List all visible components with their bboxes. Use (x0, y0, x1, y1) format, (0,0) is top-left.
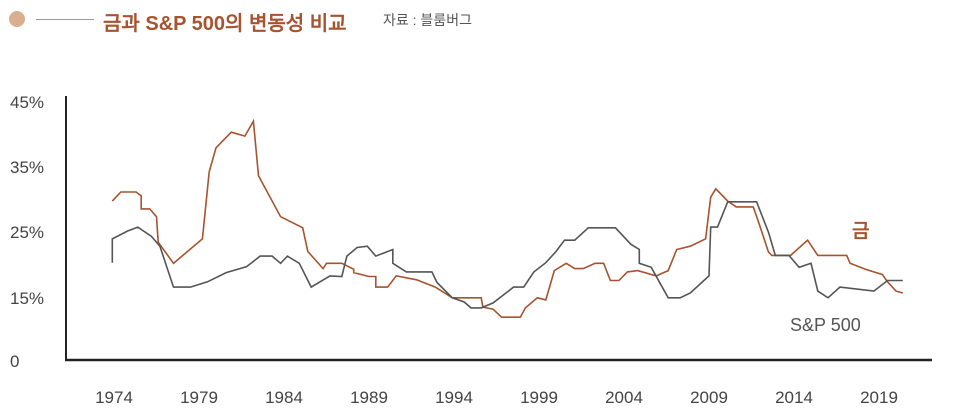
x-tick-label: 1999 (520, 388, 558, 407)
bullet-marker-icon (9, 11, 25, 27)
y-tick-label: 25% (10, 223, 44, 242)
x-tick-label: 1994 (435, 388, 473, 407)
series-label-sp500: S&P 500 (790, 315, 861, 335)
header-rule (36, 19, 94, 20)
x-tick-label: 2014 (775, 388, 813, 407)
y-tick-label: 45% (10, 93, 44, 112)
series-line-sp500 (111, 201, 903, 309)
series-label-gold: 금 (852, 221, 869, 242)
chart-header: 금과 S&P 500의 변동성 비교 자료 : 블룸버그 (0, 0, 975, 40)
x-tick-label: 2019 (860, 388, 898, 407)
chart-source: 자료 : 블룸버그 (383, 12, 472, 28)
series-line-gold (111, 118, 904, 319)
y-tick-label: 35% (10, 158, 44, 177)
y-tick-label: 0 (10, 352, 19, 371)
y-tick-label: 15% (10, 289, 44, 308)
x-tick-label: 1989 (350, 388, 388, 407)
x-tick-label: 2004 (605, 388, 643, 407)
chart-title: 금과 S&P 500의 변동성 비교 (103, 13, 347, 35)
x-tick-label: 2009 (690, 388, 728, 407)
x-tick-label: 1974 (95, 388, 133, 407)
x-tick-label: 1984 (265, 388, 303, 407)
x-tick-label: 1979 (180, 388, 218, 407)
